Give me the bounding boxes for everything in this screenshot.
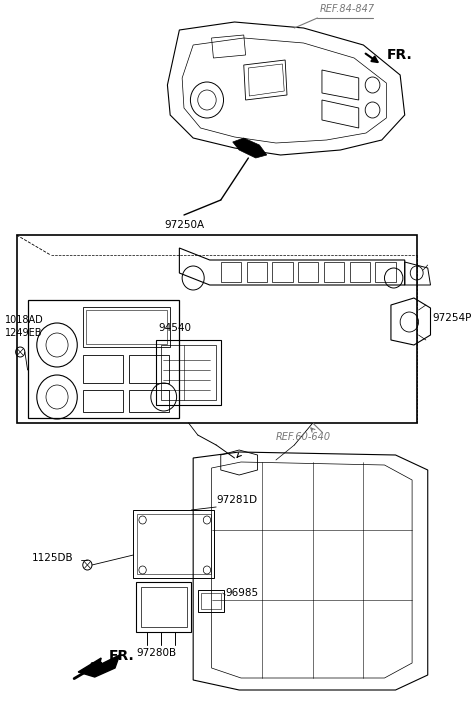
Bar: [85, 310, 168, 344]
Bar: [298, 262, 318, 282]
Bar: [137, 514, 211, 574]
Text: FR.: FR.: [109, 649, 135, 663]
Bar: [129, 355, 169, 383]
Bar: [83, 390, 123, 412]
Bar: [156, 340, 221, 405]
Text: FR.: FR.: [387, 48, 412, 62]
Bar: [198, 590, 224, 612]
Bar: [83, 307, 170, 347]
Text: 97250A: 97250A: [164, 220, 204, 230]
Bar: [272, 262, 293, 282]
Text: 1125DB: 1125DB: [32, 553, 74, 563]
Text: 1249EB: 1249EB: [5, 328, 42, 338]
Text: 97280B: 97280B: [136, 648, 176, 658]
Bar: [324, 262, 344, 282]
Bar: [221, 262, 241, 282]
Text: REF.60-640: REF.60-640: [276, 432, 331, 442]
Bar: [246, 262, 267, 282]
Text: 97254P: 97254P: [432, 313, 472, 323]
Bar: [201, 593, 221, 609]
Bar: [375, 262, 396, 282]
Polygon shape: [78, 655, 119, 677]
Text: 1018AD: 1018AD: [5, 315, 43, 325]
Bar: [141, 587, 187, 627]
Bar: [136, 582, 191, 632]
Bar: [83, 355, 123, 383]
Bar: [350, 262, 370, 282]
Text: REF.84-847: REF.84-847: [320, 4, 375, 14]
Bar: [17, 235, 417, 423]
Text: 94540: 94540: [158, 323, 191, 333]
Text: 96985: 96985: [225, 588, 259, 598]
Bar: [134, 510, 214, 578]
Polygon shape: [233, 138, 267, 158]
Text: 97281D: 97281D: [216, 495, 257, 505]
Bar: [161, 345, 216, 400]
Bar: [129, 390, 169, 412]
